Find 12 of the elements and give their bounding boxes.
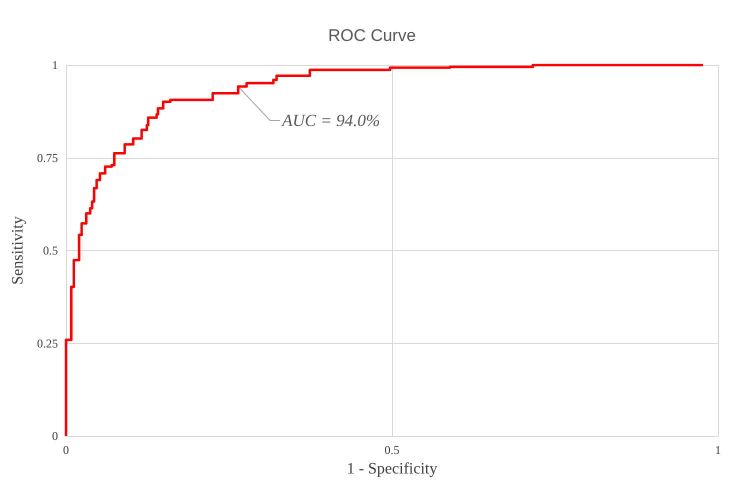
y-tick-label: 0.75 bbox=[37, 150, 58, 165]
y-tick-label: 0.25 bbox=[37, 336, 58, 350]
annotation: AUC = 94.0% bbox=[281, 111, 380, 130]
y-axis-title: Sensitivity bbox=[10, 216, 26, 285]
y-tick-label: 0 bbox=[52, 429, 58, 443]
y-tick-label: 1 bbox=[52, 58, 58, 72]
chart-title: ROC Curve bbox=[328, 26, 416, 45]
x-axis-title: 1 - Specificity bbox=[346, 460, 438, 478]
y-tick-label: 0.5 bbox=[43, 244, 58, 258]
x-tick-label: 0 bbox=[63, 443, 69, 457]
x-tick-label: 1 bbox=[715, 443, 721, 457]
x-tick-label: 0.5 bbox=[384, 443, 400, 457]
